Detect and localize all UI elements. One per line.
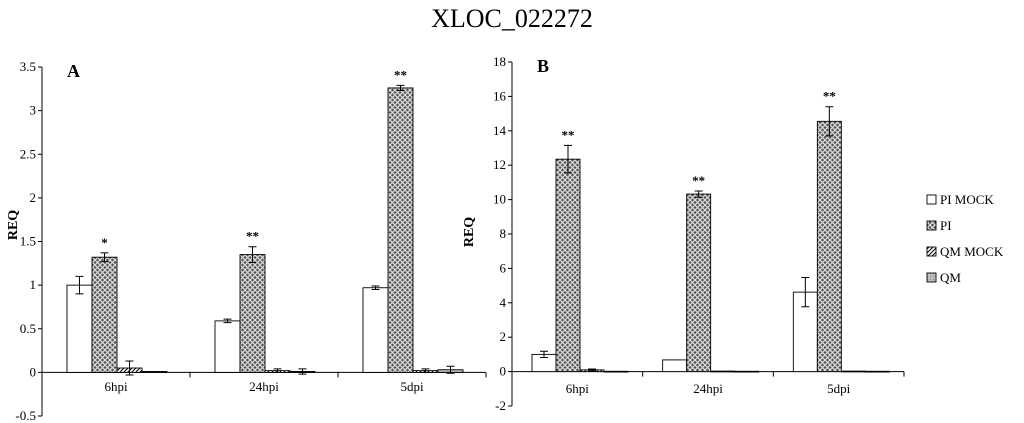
x-tick-label: 5dpi	[400, 379, 424, 394]
y-tick-label: 10	[493, 192, 506, 207]
x-tick-label: 5dpi	[827, 381, 851, 396]
bar-pi-6hpi	[91, 256, 118, 373]
chart-panel-a: -0.5 0 0.5 1 1.5 2 2.5 3 3.5 * 6hpi ** 24hpi ** 5dpi A R…	[6, 59, 487, 423]
error-bar	[825, 106, 834, 137]
bar-qm-5dpi	[864, 370, 890, 373]
significance-marker: *	[101, 235, 108, 250]
bar-pi-5dpi	[816, 120, 842, 373]
y-axis-label: REQ	[462, 217, 477, 247]
error-bar	[371, 285, 380, 290]
bar-pi-mock-24hpi	[214, 320, 241, 373]
chart-title: XLOC_022272	[431, 4, 593, 33]
chart-panel-b: -2 0 2 4 6 8 10 12 14 16 18 ** 6hpi ** 24hpi ** 5dpi B REQ	[462, 54, 905, 413]
error-bar	[100, 252, 109, 263]
bar-qm-24hpi	[734, 370, 760, 373]
y-axis-label: REQ	[6, 210, 21, 240]
y-tick-label: 2	[500, 329, 507, 344]
bar-qm-mock-5dpi	[840, 370, 866, 373]
y-tick-label: -0.5	[15, 408, 36, 423]
y-tick-label: 3.5	[20, 59, 36, 74]
legend-swatch	[926, 194, 937, 205]
error-bar	[298, 368, 307, 375]
y-tick-label: 16	[493, 88, 507, 103]
bar-pi-6hpi	[555, 158, 581, 373]
legend-label: PI	[940, 218, 952, 233]
y-tick-label: 0	[30, 364, 37, 379]
bar-qm-6hpi	[603, 370, 629, 373]
error-bar	[694, 190, 703, 198]
bar-pi-5dpi	[387, 87, 414, 373]
error-bar	[273, 368, 282, 373]
bar-pi-mock-24hpi	[662, 359, 688, 373]
y-tick-label: 4	[500, 295, 507, 310]
x-tick-label: 6hpi	[566, 381, 590, 396]
y-tick-label: 2	[30, 190, 37, 205]
y-tick-label: 0.5	[20, 321, 36, 336]
bar-pi-24hpi	[686, 193, 712, 373]
x-tick-label: 24hpi	[249, 379, 279, 394]
error-bar	[421, 368, 430, 373]
error-bar	[248, 246, 257, 263]
legend-label: QM MOCK	[940, 244, 1004, 259]
y-tick-label: 1.5	[20, 234, 36, 249]
bar-pi-mock-6hpi	[66, 284, 93, 373]
y-tick-label: 6	[500, 260, 507, 275]
y-tick-label: 18	[493, 54, 506, 69]
y-tick-label: 0	[500, 364, 507, 379]
significance-marker: **	[692, 173, 705, 188]
y-tick-label: 1	[30, 277, 37, 292]
error-bar	[125, 360, 134, 376]
legend-swatch	[926, 246, 937, 257]
legend-swatch	[926, 272, 937, 283]
bar-pi-mock-5dpi	[362, 287, 389, 373]
significance-marker: **	[246, 229, 259, 244]
error-bar	[564, 144, 572, 174]
chart-legend: PI MOCK PI QM MOCK QM	[926, 192, 1004, 285]
legend-label: QM	[940, 270, 961, 285]
legend-label: PI MOCK	[940, 192, 994, 207]
error-bar	[446, 365, 455, 374]
bar-qm-6hpi	[141, 371, 168, 373]
y-tick-label: -2	[495, 398, 506, 413]
y-tick-label: 2.5	[20, 146, 36, 161]
significance-marker: **	[562, 127, 575, 142]
x-tick-label: 24hpi	[693, 381, 723, 396]
y-tick-label: 8	[500, 226, 507, 241]
significance-marker: **	[823, 89, 836, 104]
error-bar	[588, 368, 596, 372]
bar-pi-24hpi	[239, 254, 266, 373]
significance-marker: **	[394, 67, 407, 82]
panel-label: A	[67, 61, 80, 81]
x-tick-label: 6hpi	[104, 379, 128, 394]
error-bar	[540, 350, 548, 358]
error-bar	[223, 318, 232, 324]
y-tick-label: 3	[30, 103, 37, 118]
panel-label: B	[537, 56, 549, 76]
error-bar	[396, 84, 405, 92]
legend-swatch	[926, 220, 937, 231]
error-bar	[75, 275, 84, 295]
error-bar	[801, 277, 810, 308]
bar-qm-mock-24hpi	[710, 370, 736, 373]
y-tick-label: 14	[493, 123, 507, 138]
y-tick-label: 12	[493, 157, 506, 172]
